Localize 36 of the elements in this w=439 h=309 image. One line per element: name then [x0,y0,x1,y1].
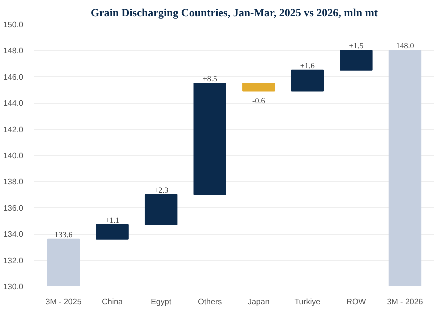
data-label: 133.6 [54,230,73,240]
data-label: +1.5 [349,42,364,51]
bar [194,82,226,196]
y-tick-label: 134.0 [3,230,24,240]
data-label: 148.0 [396,42,414,51]
y-tick-label: 146.0 [3,72,24,82]
bar [47,238,80,286]
bar [291,70,324,92]
x-tick-label: 3M - 2026 [387,298,424,306]
bar [96,224,129,240]
bar [144,194,178,226]
x-tick-label: Japan [248,298,270,306]
data-label: +2.3 [154,186,169,195]
y-tick-label: 140.0 [3,152,24,160]
x-tick-label: Egypt [151,298,172,306]
x-tick-label: ROW [346,298,367,306]
bar [388,50,422,286]
data-label: +1.1 [105,216,120,225]
y-tick-label: 148.0 [3,46,24,56]
y-tick-label: 144.0 [3,99,24,108]
x-tick-label: 3M - 2025 [46,298,82,306]
y-tick-label: 150.0 [3,20,24,30]
x-tick-label: Turkiye [294,298,322,306]
chart-title: Grain Discharging Countries, Jan-Mar, 2025 vs 2026, mln mt [90,8,378,20]
y-tick-label: 130.0 [3,282,24,292]
x-tick-label: Others [198,298,222,306]
bar [340,50,373,71]
y-tick-label: 136.0 [3,204,24,213]
x-tick-label: China [102,298,124,306]
data-label: +8.5 [202,74,218,84]
data-label: -0.6 [252,96,266,106]
bar [242,82,276,92]
y-tick-label: 142.0 [3,125,24,134]
y-tick-label: 132.0 [3,256,24,266]
y-tick-label: 138.0 [3,178,24,187]
data-label: +1.6 [300,61,315,70]
